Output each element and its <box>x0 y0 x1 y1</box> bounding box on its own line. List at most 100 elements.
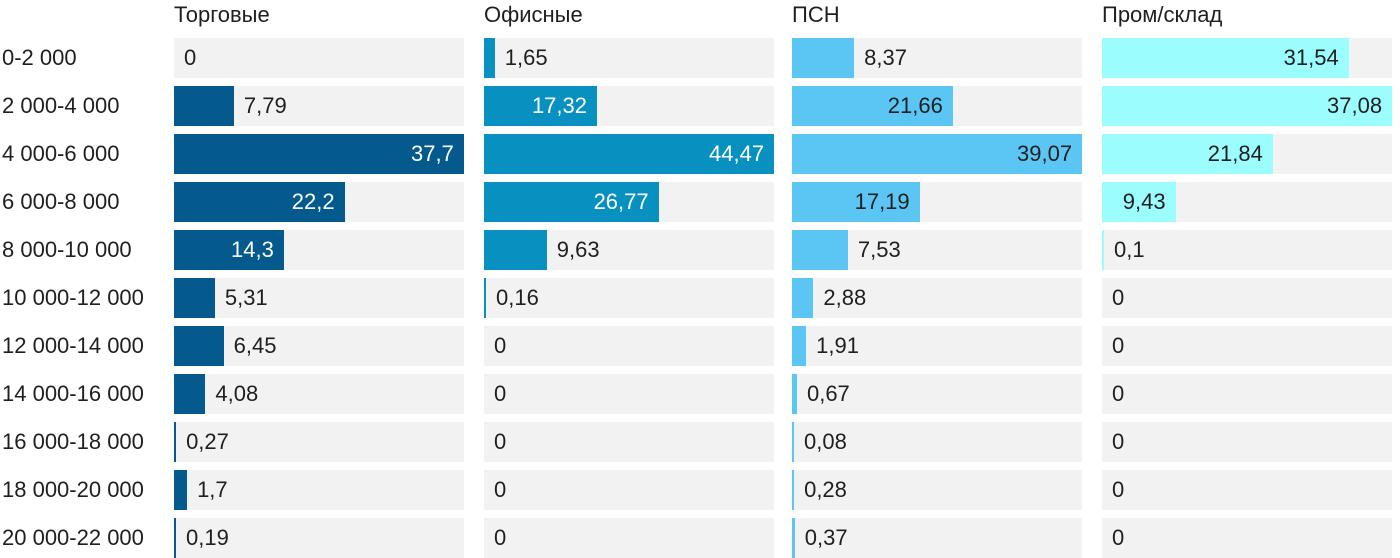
value-label: 31,54 <box>1283 45 1339 70</box>
value-label: 0,67 <box>806 381 850 406</box>
value-label: 0 <box>494 381 507 406</box>
panel-title: ПСН <box>792 2 840 27</box>
bar <box>792 182 920 222</box>
bar-track: 9,63 <box>484 230 774 270</box>
bar-track: 0 <box>1102 470 1392 510</box>
bar <box>174 422 177 462</box>
bar <box>484 278 486 318</box>
value-label: 17,32 <box>531 93 587 118</box>
bar-track: 0 <box>1102 518 1392 558</box>
category-label: 10 000-12 000 <box>2 285 144 310</box>
bar <box>174 518 176 558</box>
value-label: 14,3 <box>231 237 274 262</box>
category-label: 20 000-22 000 <box>2 525 144 550</box>
category-label: 2 000-4 000 <box>2 93 120 118</box>
bar-track: 8,37 <box>792 38 1082 78</box>
bar-track: 0,37 <box>792 518 1082 558</box>
value-label: 1,65 <box>504 45 548 70</box>
value-label: 7,53 <box>857 237 901 262</box>
bar <box>484 230 547 270</box>
bar-track: 6,45 <box>174 326 464 366</box>
bar-track: 0 <box>174 38 464 78</box>
value-label: 0 <box>494 477 507 502</box>
bar-track: 37,08 <box>1102 86 1392 126</box>
category-label: 14 000-16 000 <box>2 381 144 406</box>
bar <box>1102 134 1273 174</box>
value-label: 37,7 <box>411 141 454 166</box>
category-label: 0-2 000 <box>2 45 77 70</box>
value-label: 21,84 <box>1207 141 1263 166</box>
category-label: 16 000-18 000 <box>2 429 144 454</box>
bar-track: 4,08 <box>174 374 464 414</box>
bar <box>174 470 188 510</box>
bar-track: 0,08 <box>792 422 1082 462</box>
bar-track: 0 <box>484 518 774 558</box>
bar <box>484 134 774 174</box>
bar-track: 1,91 <box>792 326 1082 366</box>
bar <box>792 422 794 462</box>
bar <box>484 86 597 126</box>
value-label: 0 <box>1112 381 1125 406</box>
bar-track: 0 <box>1102 278 1392 318</box>
bar-track: 0 <box>484 326 774 366</box>
panel-title: Торговые <box>174 2 270 27</box>
value-label: 17,19 <box>854 189 910 214</box>
bar-track: 0 <box>484 422 774 462</box>
bar <box>792 470 795 510</box>
value-label: 0 <box>1112 429 1125 454</box>
bar <box>1102 38 1349 78</box>
value-label: 22,2 <box>291 189 335 214</box>
bar-track: 37,7 <box>174 134 464 174</box>
value-label: 0,28 <box>804 477 847 502</box>
bar-track: 5,31 <box>174 278 464 318</box>
bar <box>792 38 855 78</box>
bar-track: 0 <box>484 374 774 414</box>
bar <box>174 182 345 222</box>
bar <box>792 518 795 558</box>
bar <box>792 374 797 414</box>
value-label: 1,7 <box>197 477 228 502</box>
value-label: 1,91 <box>816 333 859 358</box>
value-label: 0 <box>184 45 197 70</box>
value-label: 0,08 <box>804 429 847 454</box>
bar <box>792 278 814 318</box>
bar-track: 7,53 <box>792 230 1082 270</box>
category-label: 8 000-10 000 <box>2 237 132 262</box>
bar <box>484 38 495 78</box>
value-label: 0,37 <box>804 525 848 550</box>
bar-track: 22,2 <box>174 182 464 222</box>
value-label: 0,19 <box>186 525 229 550</box>
value-label: 0,16 <box>496 285 539 310</box>
category-label: 6 000-8 000 <box>2 189 120 214</box>
value-label: 0,1 <box>1114 237 1145 262</box>
bar-track: 0,27 <box>174 422 464 462</box>
bar-track: 17,19 <box>792 182 1082 222</box>
bar-track: 0 <box>1102 374 1392 414</box>
value-label: 0,27 <box>186 429 229 454</box>
value-label: 2,88 <box>823 285 867 310</box>
bar <box>484 182 659 222</box>
value-label: 21,66 <box>887 93 943 118</box>
bar-track: 21,66 <box>792 86 1082 126</box>
value-label: 44,47 <box>709 141 765 166</box>
bar-track: 31,54 <box>1102 38 1392 78</box>
value-label: 6,45 <box>233 333 277 358</box>
bar-track: 21,84 <box>1102 134 1392 174</box>
value-label: 0 <box>1112 525 1125 550</box>
bar-track: 17,32 <box>484 86 774 126</box>
bar-track: 0 <box>1102 326 1392 366</box>
bar-track: 9,43 <box>1102 182 1392 222</box>
value-label: 8,37 <box>864 45 907 70</box>
bar <box>792 86 953 126</box>
bar-track: 7,79 <box>174 86 464 126</box>
bar <box>174 86 234 126</box>
value-label: 4,08 <box>215 381 259 406</box>
bar <box>1102 182 1176 222</box>
value-label: 0 <box>494 333 507 358</box>
bar-track: 0 <box>1102 422 1392 462</box>
bar <box>792 134 1082 174</box>
panel-title: Офисные <box>484 2 583 27</box>
bar-track: 0,1 <box>1102 230 1392 270</box>
bar-track: 0,67 <box>792 374 1082 414</box>
